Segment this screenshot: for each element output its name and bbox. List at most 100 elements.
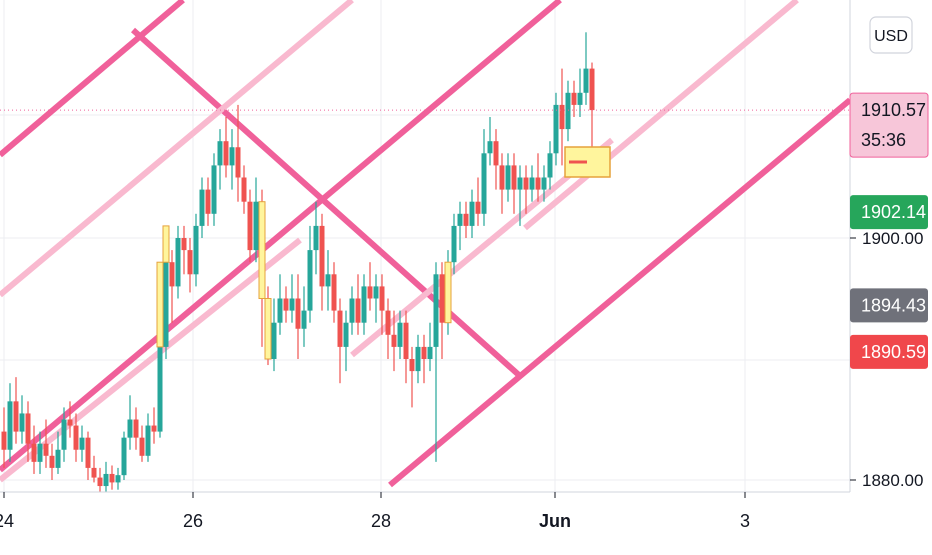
candle xyxy=(187,238,193,293)
candle xyxy=(211,153,217,226)
price-tag-countdown: 35:36 xyxy=(861,130,906,150)
candle xyxy=(391,310,397,372)
currency-button[interactable]: USD xyxy=(869,16,913,54)
candle xyxy=(415,334,421,384)
candle xyxy=(223,117,229,178)
candle xyxy=(511,153,517,214)
pitchfork-rail-line[interactable] xyxy=(523,0,799,231)
price-tags: 1910.57 35:36 1902.14 1894.43 1890.59 xyxy=(849,92,929,369)
candle xyxy=(31,425,37,474)
candle xyxy=(547,141,553,190)
pitchfork-rail-line[interactable] xyxy=(0,0,354,298)
price-tag-label: 1902.14 xyxy=(861,202,926,222)
price-tag-label: 1890.59 xyxy=(861,342,926,362)
candle xyxy=(421,334,427,384)
candle xyxy=(271,298,277,372)
price-tag-label: 1910.57 xyxy=(861,100,926,120)
candle xyxy=(463,201,469,238)
candle xyxy=(79,425,85,462)
candle xyxy=(397,310,403,359)
candle xyxy=(121,431,127,480)
highlight-box[interactable] xyxy=(564,146,611,178)
chart-grid xyxy=(0,0,850,492)
candle xyxy=(61,407,67,462)
pitchfork-line[interactable] xyxy=(0,0,562,473)
candle xyxy=(529,165,535,202)
candle xyxy=(451,213,457,275)
candle xyxy=(199,177,205,238)
candle xyxy=(367,262,373,311)
candle xyxy=(403,310,409,384)
candle xyxy=(97,467,103,493)
candle xyxy=(565,80,571,142)
pitchfork-rail-line[interactable] xyxy=(0,357,152,483)
candle xyxy=(493,129,499,190)
price-tag: 1910.57 35:36 xyxy=(849,92,929,158)
time-scale[interactable]: 24 26 28 Jun 3 xyxy=(0,491,932,550)
candle xyxy=(217,129,223,190)
candle xyxy=(325,250,331,311)
highlighted-candle xyxy=(156,261,164,348)
candle xyxy=(289,274,295,323)
highlighted-candle xyxy=(264,298,272,360)
candle xyxy=(103,461,109,493)
pitchfork-line[interactable] xyxy=(131,27,522,379)
candle xyxy=(307,225,313,323)
candle xyxy=(379,274,385,335)
candle xyxy=(427,322,433,372)
candle xyxy=(559,68,565,166)
pitchfork-line[interactable] xyxy=(388,97,852,488)
highlighted-candle xyxy=(258,201,266,299)
candle xyxy=(373,274,379,323)
candle xyxy=(337,298,343,384)
currency-label: USD xyxy=(874,28,908,45)
candle xyxy=(523,165,529,214)
candle xyxy=(409,346,415,408)
highlighted-candle xyxy=(444,261,452,324)
y-tick-label: 1900.00 xyxy=(862,229,923,248)
candle xyxy=(283,286,289,323)
highlighted-candle xyxy=(162,225,170,263)
candle xyxy=(55,431,61,474)
candle xyxy=(7,383,13,462)
candle xyxy=(181,225,187,275)
candle xyxy=(145,413,151,462)
candle xyxy=(535,153,541,202)
candle xyxy=(235,104,241,202)
candle xyxy=(193,213,199,287)
candle xyxy=(67,401,73,438)
candle xyxy=(151,407,157,444)
price-tag-label: 1894.43 xyxy=(861,295,926,315)
candle xyxy=(481,129,487,226)
candle xyxy=(109,465,115,490)
candle xyxy=(343,310,349,372)
candle xyxy=(433,262,439,462)
candle xyxy=(133,407,139,450)
candle xyxy=(19,395,25,444)
candle xyxy=(43,419,49,468)
candle xyxy=(13,377,19,444)
candle xyxy=(331,262,337,323)
candle xyxy=(457,201,463,251)
candle xyxy=(541,165,547,202)
price-tag: 1890.59 xyxy=(850,334,928,369)
pitchfork-drawing[interactable] xyxy=(0,0,852,488)
candle xyxy=(517,165,523,226)
candle xyxy=(439,262,445,359)
y-axis-ticks: 1900.00 1880.00 xyxy=(850,229,923,490)
candle xyxy=(85,431,91,480)
candle xyxy=(355,274,361,335)
x-tick-label: 26 xyxy=(183,511,203,531)
price-scale[interactable]: USD 1900.00 1880.00 1910.57 35:36 1902.14 18… xyxy=(849,0,932,492)
candle xyxy=(469,189,475,238)
candle xyxy=(499,153,505,214)
candle xyxy=(49,443,55,480)
pitchfork-rail-line[interactable] xyxy=(148,237,302,363)
candle xyxy=(319,213,325,311)
pitchfork-line[interactable] xyxy=(0,0,185,158)
candle xyxy=(205,177,211,226)
price-tag: 1902.14 xyxy=(850,195,928,230)
candle xyxy=(577,68,583,117)
